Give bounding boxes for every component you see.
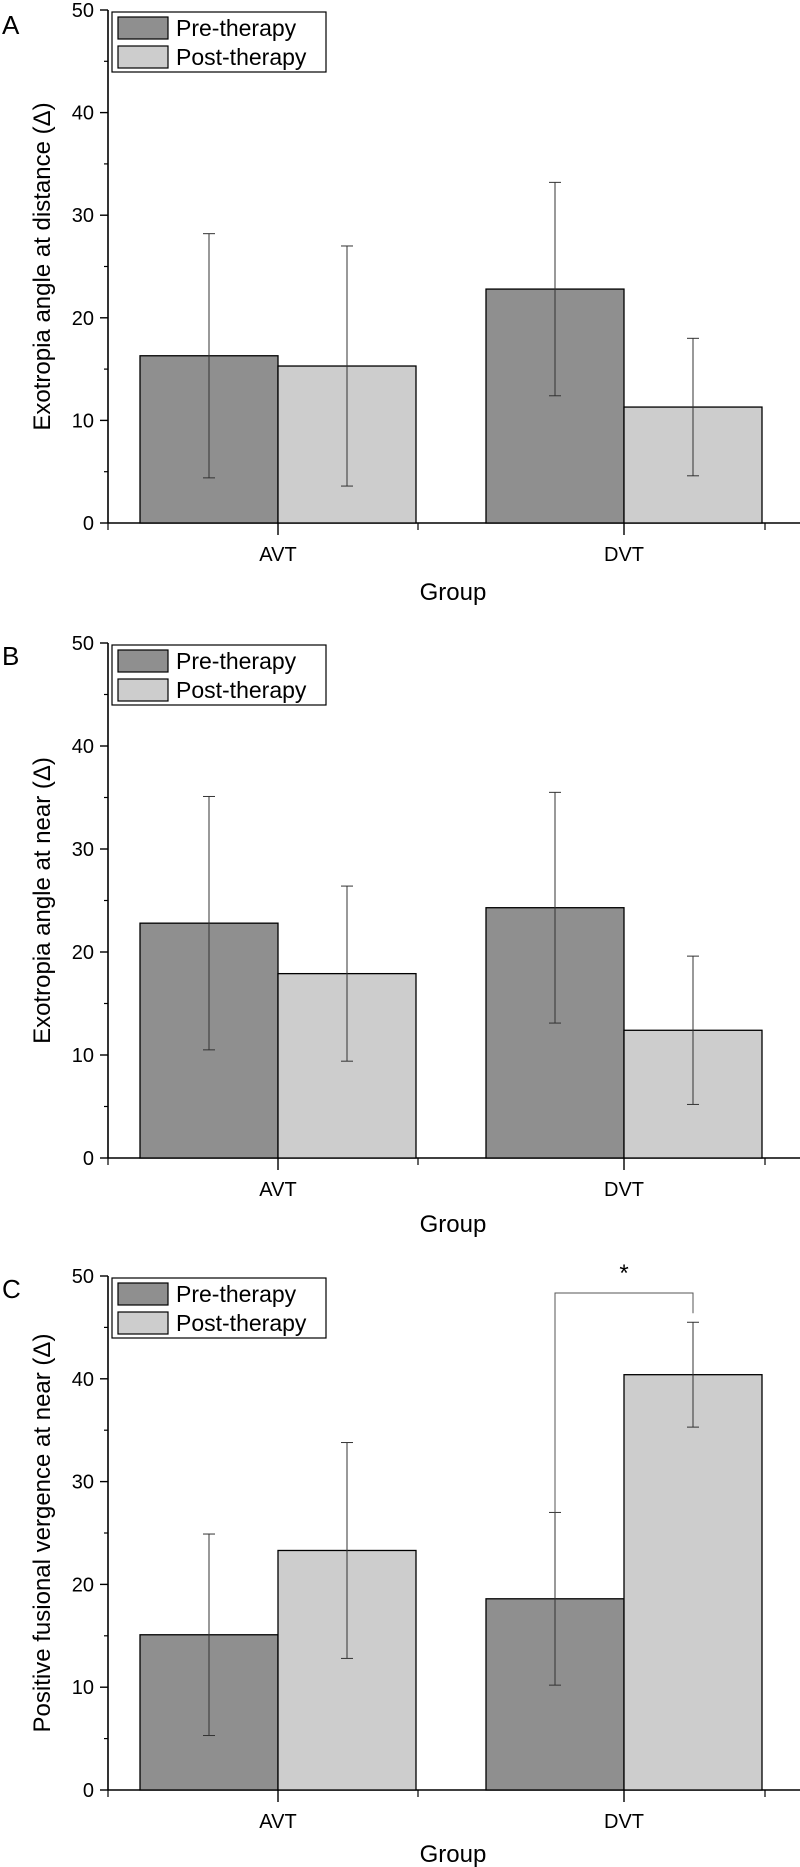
x-tick-label: AVT xyxy=(259,1179,296,1201)
y-tick-label: 10 xyxy=(72,1045,94,1067)
x-tick-label: AVT xyxy=(259,1811,296,1833)
legend-swatch xyxy=(117,45,169,69)
y-tick-label: 50 xyxy=(72,633,94,655)
x-axis-title: Group xyxy=(420,579,487,606)
legend-swatch xyxy=(117,16,169,40)
panel-letter: A xyxy=(2,10,20,40)
legend-label: Pre-therapy xyxy=(176,1281,297,1307)
y-tick-label: 50 xyxy=(72,1266,94,1288)
y-tick-label: 0 xyxy=(83,513,94,535)
x-tick-label: DVT xyxy=(604,1179,644,1201)
y-tick-label: 50 xyxy=(72,0,94,22)
y-axis-title: Exotropia angle at near (Δ) xyxy=(29,757,56,1044)
panel-letter: C xyxy=(2,1274,21,1304)
legend-label: Post-therapy xyxy=(176,44,307,70)
legend-label: Pre-therapy xyxy=(176,15,297,41)
y-tick-label: 0 xyxy=(83,1148,94,1170)
y-tick-label: 30 xyxy=(72,1472,94,1494)
y-tick-label: 40 xyxy=(72,1369,94,1391)
panel-letter: B xyxy=(2,641,19,671)
x-tick-label: AVT xyxy=(259,544,296,566)
legend-swatch xyxy=(117,678,169,702)
y-axis-title: Positive fusional vergence at near (Δ) xyxy=(29,1334,56,1733)
y-tick-label: 20 xyxy=(72,308,94,330)
legend-swatch xyxy=(117,1282,169,1306)
y-tick-label: 20 xyxy=(72,942,94,964)
x-tick-label: DVT xyxy=(604,544,644,566)
legend-label: Post-therapy xyxy=(176,677,307,703)
y-tick-label: 30 xyxy=(72,205,94,227)
y-tick-label: 0 xyxy=(83,1780,94,1802)
y-tick-label: 40 xyxy=(72,736,94,758)
legend-swatch xyxy=(117,1311,169,1335)
significance-bracket xyxy=(554,1292,694,1513)
legend-swatch xyxy=(117,649,169,673)
y-tick-label: 30 xyxy=(72,839,94,861)
significance-marker: * xyxy=(619,1260,628,1287)
y-tick-label: 10 xyxy=(72,1677,94,1699)
x-axis-title: Group xyxy=(420,1841,487,1867)
x-axis-title: Group xyxy=(420,1211,487,1238)
y-tick-label: 10 xyxy=(72,410,94,432)
chart-panel-a: A 0 10 20 30 40 50 AVT DVT Group Exotropia angle a… xyxy=(2,0,800,606)
x-tick-label: DVT xyxy=(604,1811,644,1833)
y-tick-label: 40 xyxy=(72,103,94,125)
chart-panel-b: B 0 10 20 30 40 50 AVT DVT Group Exotropia angle a… xyxy=(2,633,800,1238)
bar-post-therapy-dvt xyxy=(623,1374,763,1791)
chart-panel-c: C 0 10 20 30 40 50 AVT DVT Group Positive fusional… xyxy=(2,1260,800,1867)
legend-label: Post-therapy xyxy=(176,1310,307,1336)
y-tick-label: 20 xyxy=(72,1574,94,1596)
y-axis-title: Exotropia angle at distance (Δ) xyxy=(29,102,56,430)
legend-label: Pre-therapy xyxy=(176,648,297,674)
